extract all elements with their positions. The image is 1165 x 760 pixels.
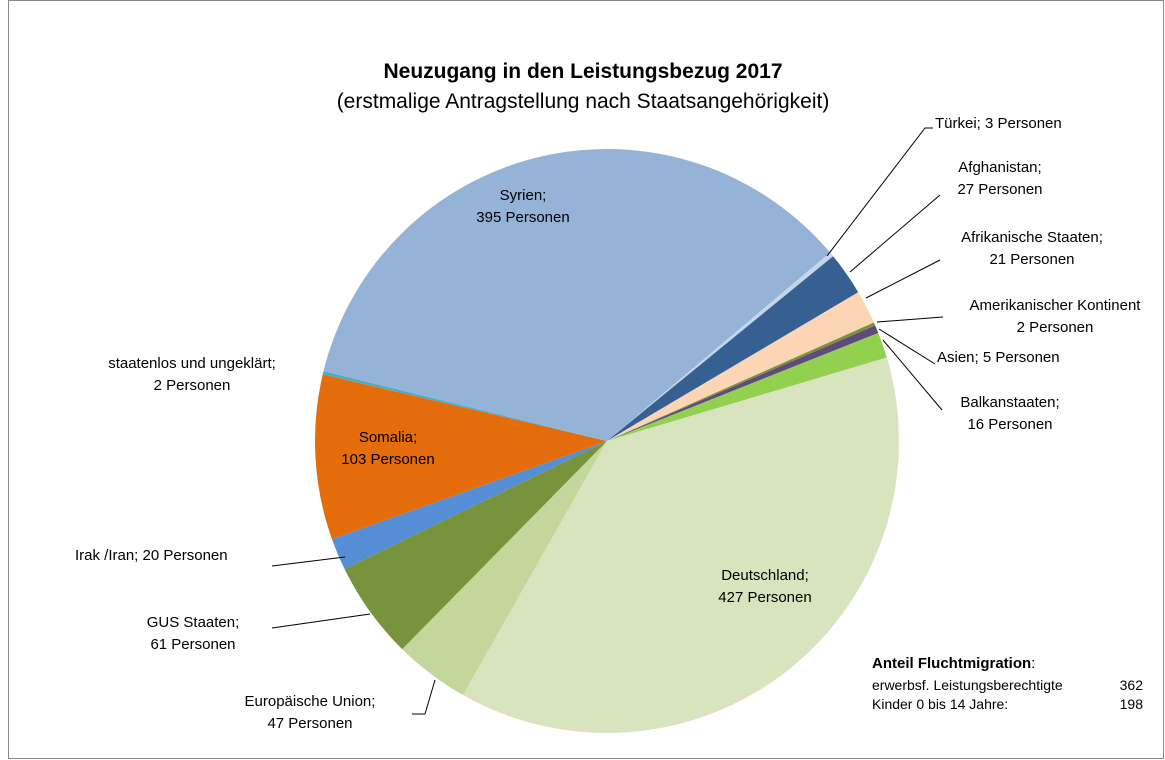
slice-value-label: 2 Personen <box>154 377 231 394</box>
slice-category: GUS Staaten; <box>147 614 240 631</box>
pie-slice <box>322 371 607 441</box>
leader-line <box>876 316 944 323</box>
pie-slice <box>402 441 607 696</box>
slice-value-label: 103 Personen <box>341 451 434 468</box>
pie-slice <box>607 322 876 441</box>
slice-category: Türkei; <box>935 115 981 132</box>
slice-value-label: 427 Personen <box>718 589 811 606</box>
pie-slice <box>462 357 899 734</box>
pie-slice <box>607 333 887 441</box>
slice-value-label: 2 Personen <box>1017 319 1094 336</box>
slice-value-label: 27 Personen <box>957 181 1042 198</box>
leader-line <box>412 679 436 715</box>
pie-slice <box>331 441 607 570</box>
annotation-row-label: erwerbsf. Leistungsberechtigte <box>872 677 1063 693</box>
annotation-heading: Anteil Fluchtmigration <box>872 655 1031 672</box>
slice-value-label: 47 Personen <box>267 715 352 732</box>
leader-line <box>849 194 941 273</box>
slice-value-label: 61 Personen <box>150 636 235 653</box>
annotation-row-value: 198 <box>1120 696 1144 712</box>
leader-line <box>878 328 936 365</box>
slice-value-label: 21 Personen <box>989 251 1074 268</box>
slice-category: Amerikanischer Kontinent <box>970 297 1142 314</box>
leader-line <box>826 127 933 257</box>
pie-slice <box>344 441 607 650</box>
slice-category: Afghanistan; <box>958 159 1041 176</box>
annotation-row-label: Kinder 0 bis 14 Jahre: <box>872 696 1008 712</box>
slice-category: Afrikanische Staaten; <box>961 229 1103 246</box>
slice-category: Irak /Iran; <box>75 547 138 564</box>
slice-label: Asien; 5 Personen <box>937 349 1060 366</box>
chart-subtitle: (erstmalige Antragstellung nach Staatsan… <box>337 90 830 113</box>
leader-line <box>271 556 346 567</box>
pie-slice <box>607 252 834 441</box>
leader-line <box>271 613 371 629</box>
pie-slice <box>607 292 874 441</box>
pie-slice <box>607 325 879 441</box>
slice-category: Syrien; <box>500 187 547 204</box>
slice-label: Türkei; 3 Personen <box>935 115 1062 132</box>
slice-value-label: 16 Personen <box>967 416 1052 433</box>
leader-line <box>865 259 941 299</box>
slice-category: Balkanstaaten; <box>960 394 1059 411</box>
chart-title: Neuzugang in den Leistungsbezug 2017 <box>383 60 782 83</box>
annotation-row-value: 362 <box>1120 677 1144 693</box>
pie-slice <box>314 374 607 540</box>
slice-category: Deutschland; <box>721 567 809 584</box>
slice-category: Asien; <box>937 349 979 366</box>
slice-label: Irak /Iran; 20 Personen <box>75 547 228 564</box>
slice-category: staatenlos und ungeklärt; <box>108 355 276 372</box>
slice-value-label: 395 Personen <box>476 209 569 226</box>
slice-category: Somalia; <box>359 429 417 446</box>
slice-value-label: 3 Personen <box>985 115 1062 132</box>
slice-value-label: 5 Personen <box>983 349 1060 366</box>
pie-slice <box>607 256 859 441</box>
leader-line <box>882 339 943 411</box>
annotation-colon: : <box>1031 655 1035 672</box>
slice-category: Europäische Union; <box>245 693 376 710</box>
annotation-title: Anteil Fluchtmigration: <box>872 655 1035 672</box>
pie-slice <box>323 148 831 441</box>
slice-value-label: 20 Personen <box>143 547 228 564</box>
